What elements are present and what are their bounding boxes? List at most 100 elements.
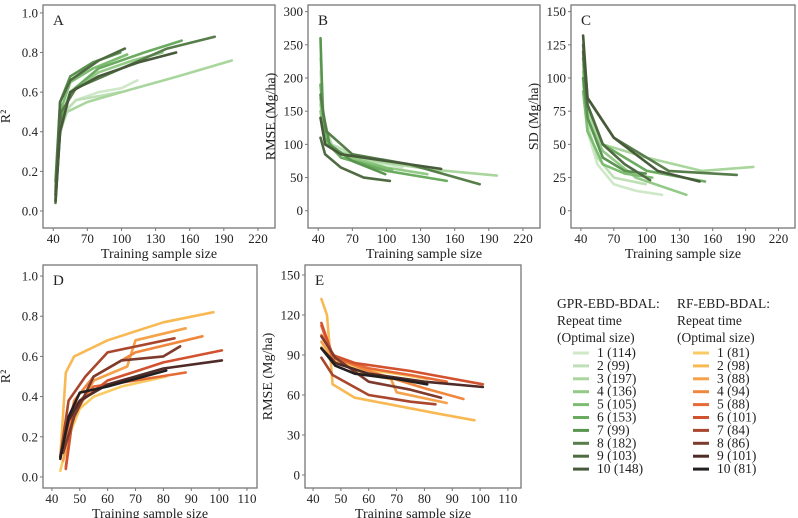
y-tick-label: 0 [560, 203, 567, 218]
y-tick-label: 200 [284, 71, 304, 86]
y-tick-label: 150 [547, 4, 567, 19]
x-tick-label: 190 [479, 231, 499, 246]
panel-e: 40 50 60 70 80 90 100 110 0 30 60 90 120 150 Training … [261, 264, 522, 518]
x-tick-label: 90 [185, 491, 198, 506]
series-line-rf-2 [59, 310, 215, 459]
y-tick-label: 60 [287, 388, 300, 403]
x-tick-label: 110 [498, 491, 517, 506]
y-tick-label: 0.4 [22, 389, 39, 404]
series-line-rf-6 [320, 321, 485, 386]
y-tick-label: 30 [287, 428, 300, 443]
y-axis-title: RMSE (Mg/ha) [264, 72, 279, 160]
panel-d: 40 50 60 70 80 90 100 110 0.0 0.2 0.4 0.6 0.8 1.0 Trai… [0, 264, 258, 518]
y-tick-label: 150 [284, 104, 304, 119]
legend-title: (Optimal size) [557, 330, 635, 345]
series-line-rf-10 [59, 369, 168, 461]
series-line-gpr-5 [581, 90, 654, 179]
y-tick-label: 300 [284, 4, 304, 19]
series-line-gpr-9 [54, 47, 127, 197]
x-tick-label: 60 [362, 491, 375, 506]
panel-label: B [318, 13, 328, 29]
legend-title: (Optimal size) [677, 330, 755, 345]
y-tick-label: 0 [297, 203, 304, 218]
x-tick-label: 70 [607, 231, 620, 246]
x-tick-label: 130 [670, 231, 690, 246]
x-tick-label: 110 [237, 491, 256, 506]
series-line-gpr-7 [581, 76, 647, 175]
x-tick-label: 100 [209, 491, 229, 506]
series-line-rf-7 [320, 356, 437, 406]
x-tick-label: 70 [346, 231, 359, 246]
panel-label: A [53, 13, 64, 29]
y-tick-label: 0.6 [22, 349, 39, 364]
x-axis-title: Training sample size [366, 247, 482, 262]
panel-a: 40 70 100 130 160 190 220 0.0 0.2 0.4 0.6 0.8 1.0 Tra… [0, 4, 276, 262]
legend-item-label: 3 (88) [717, 371, 750, 386]
y-tick-label: 1.0 [22, 5, 38, 20]
series-line-rf-2 [320, 297, 476, 422]
x-tick-label: 100 [470, 491, 490, 506]
legend-item-label: 10 (148) [597, 461, 643, 476]
x-tick-label: 90 [446, 491, 459, 506]
x-tick-label: 100 [112, 231, 132, 246]
legend-title: GPR-EBD-BDAL: [557, 296, 660, 311]
legend-title: Repeat time [677, 313, 742, 328]
y-tick-label: 100 [547, 71, 567, 86]
panel-label: D [53, 273, 64, 289]
y-axis-title: RMSE (Mg/ha) [261, 332, 276, 420]
x-tick-label: 40 [47, 231, 60, 246]
x-tick-label: 70 [129, 491, 142, 506]
legend-item-label: 5 (105) [597, 397, 636, 412]
y-tick-label: 0.8 [22, 45, 38, 60]
x-axis-title: Training sample size [355, 507, 471, 518]
y-tick-label: 0.8 [22, 309, 38, 324]
y-tick-label: 0.2 [22, 164, 38, 179]
legend-item-label: 5 (88) [717, 397, 750, 412]
y-tick-label: 120 [281, 308, 301, 323]
legend-item-label: 2 (98) [717, 358, 750, 373]
y-tick-label: 250 [284, 37, 304, 52]
y-tick-label: 0 [294, 468, 301, 483]
x-tick-label: 190 [736, 231, 756, 246]
y-tick-label: 0.6 [22, 85, 39, 100]
legend-gpr: GPR-EBD-BDAL: Repeat time (Optimal size)1 … [557, 296, 660, 476]
legend-item-label: 4 (136) [597, 384, 636, 399]
x-axis-title: Training sample size [92, 507, 208, 518]
y-tick-label: 75 [553, 104, 566, 119]
legend-item-label: 9 (103) [597, 448, 636, 463]
x-tick-label: 220 [769, 231, 789, 246]
x-axis-title: Training sample size [625, 247, 741, 262]
x-tick-label: 160 [180, 231, 200, 246]
legend-rf: RF-EBD-BDAL: Repeat time (Optimal size)1 (… [677, 296, 770, 476]
legend-item-label: 7 (84) [717, 422, 750, 437]
series-line-rf-8 [61, 345, 182, 455]
x-tick-label: 40 [574, 231, 587, 246]
x-axis-title: Training sample size [101, 247, 217, 262]
y-tick-label: 90 [287, 348, 300, 363]
y-tick-label: 25 [553, 170, 566, 185]
panel-label: E [315, 273, 324, 289]
y-axis-title: SD (Mg/ha) [527, 83, 542, 151]
x-tick-label: 60 [101, 491, 114, 506]
plot-frame [307, 4, 541, 229]
x-tick-label: 70 [81, 231, 94, 246]
x-tick-label: 190 [214, 231, 234, 246]
y-tick-label: 0.0 [22, 203, 38, 218]
panel-c: 40 70 100 130 160 190 220 0 25 50 75 100 125 150 Train… [527, 4, 796, 262]
legend-title: RF-EBD-BDAL: [677, 296, 770, 311]
legend-item-label: 6 (153) [597, 410, 636, 425]
panel-b: 40 70 100 130 160 190 220 0 50 100 150 200 250 300 Tra… [264, 4, 541, 262]
x-tick-label: 160 [703, 231, 723, 246]
series-line-rf-8 [320, 335, 443, 399]
legend-item-label: 10 (81) [717, 461, 756, 476]
x-tick-label: 130 [411, 231, 431, 246]
y-axis-title: R² [0, 370, 14, 384]
legend-item-label: 2 (99) [597, 358, 630, 373]
y-tick-label: 0.2 [22, 429, 38, 444]
legend-item-label: 3 (197) [597, 371, 636, 386]
x-tick-label: 50 [334, 491, 347, 506]
series-line-gpr-10 [581, 34, 701, 183]
x-tick-label: 80 [418, 491, 431, 506]
panel-label: C [581, 13, 591, 29]
